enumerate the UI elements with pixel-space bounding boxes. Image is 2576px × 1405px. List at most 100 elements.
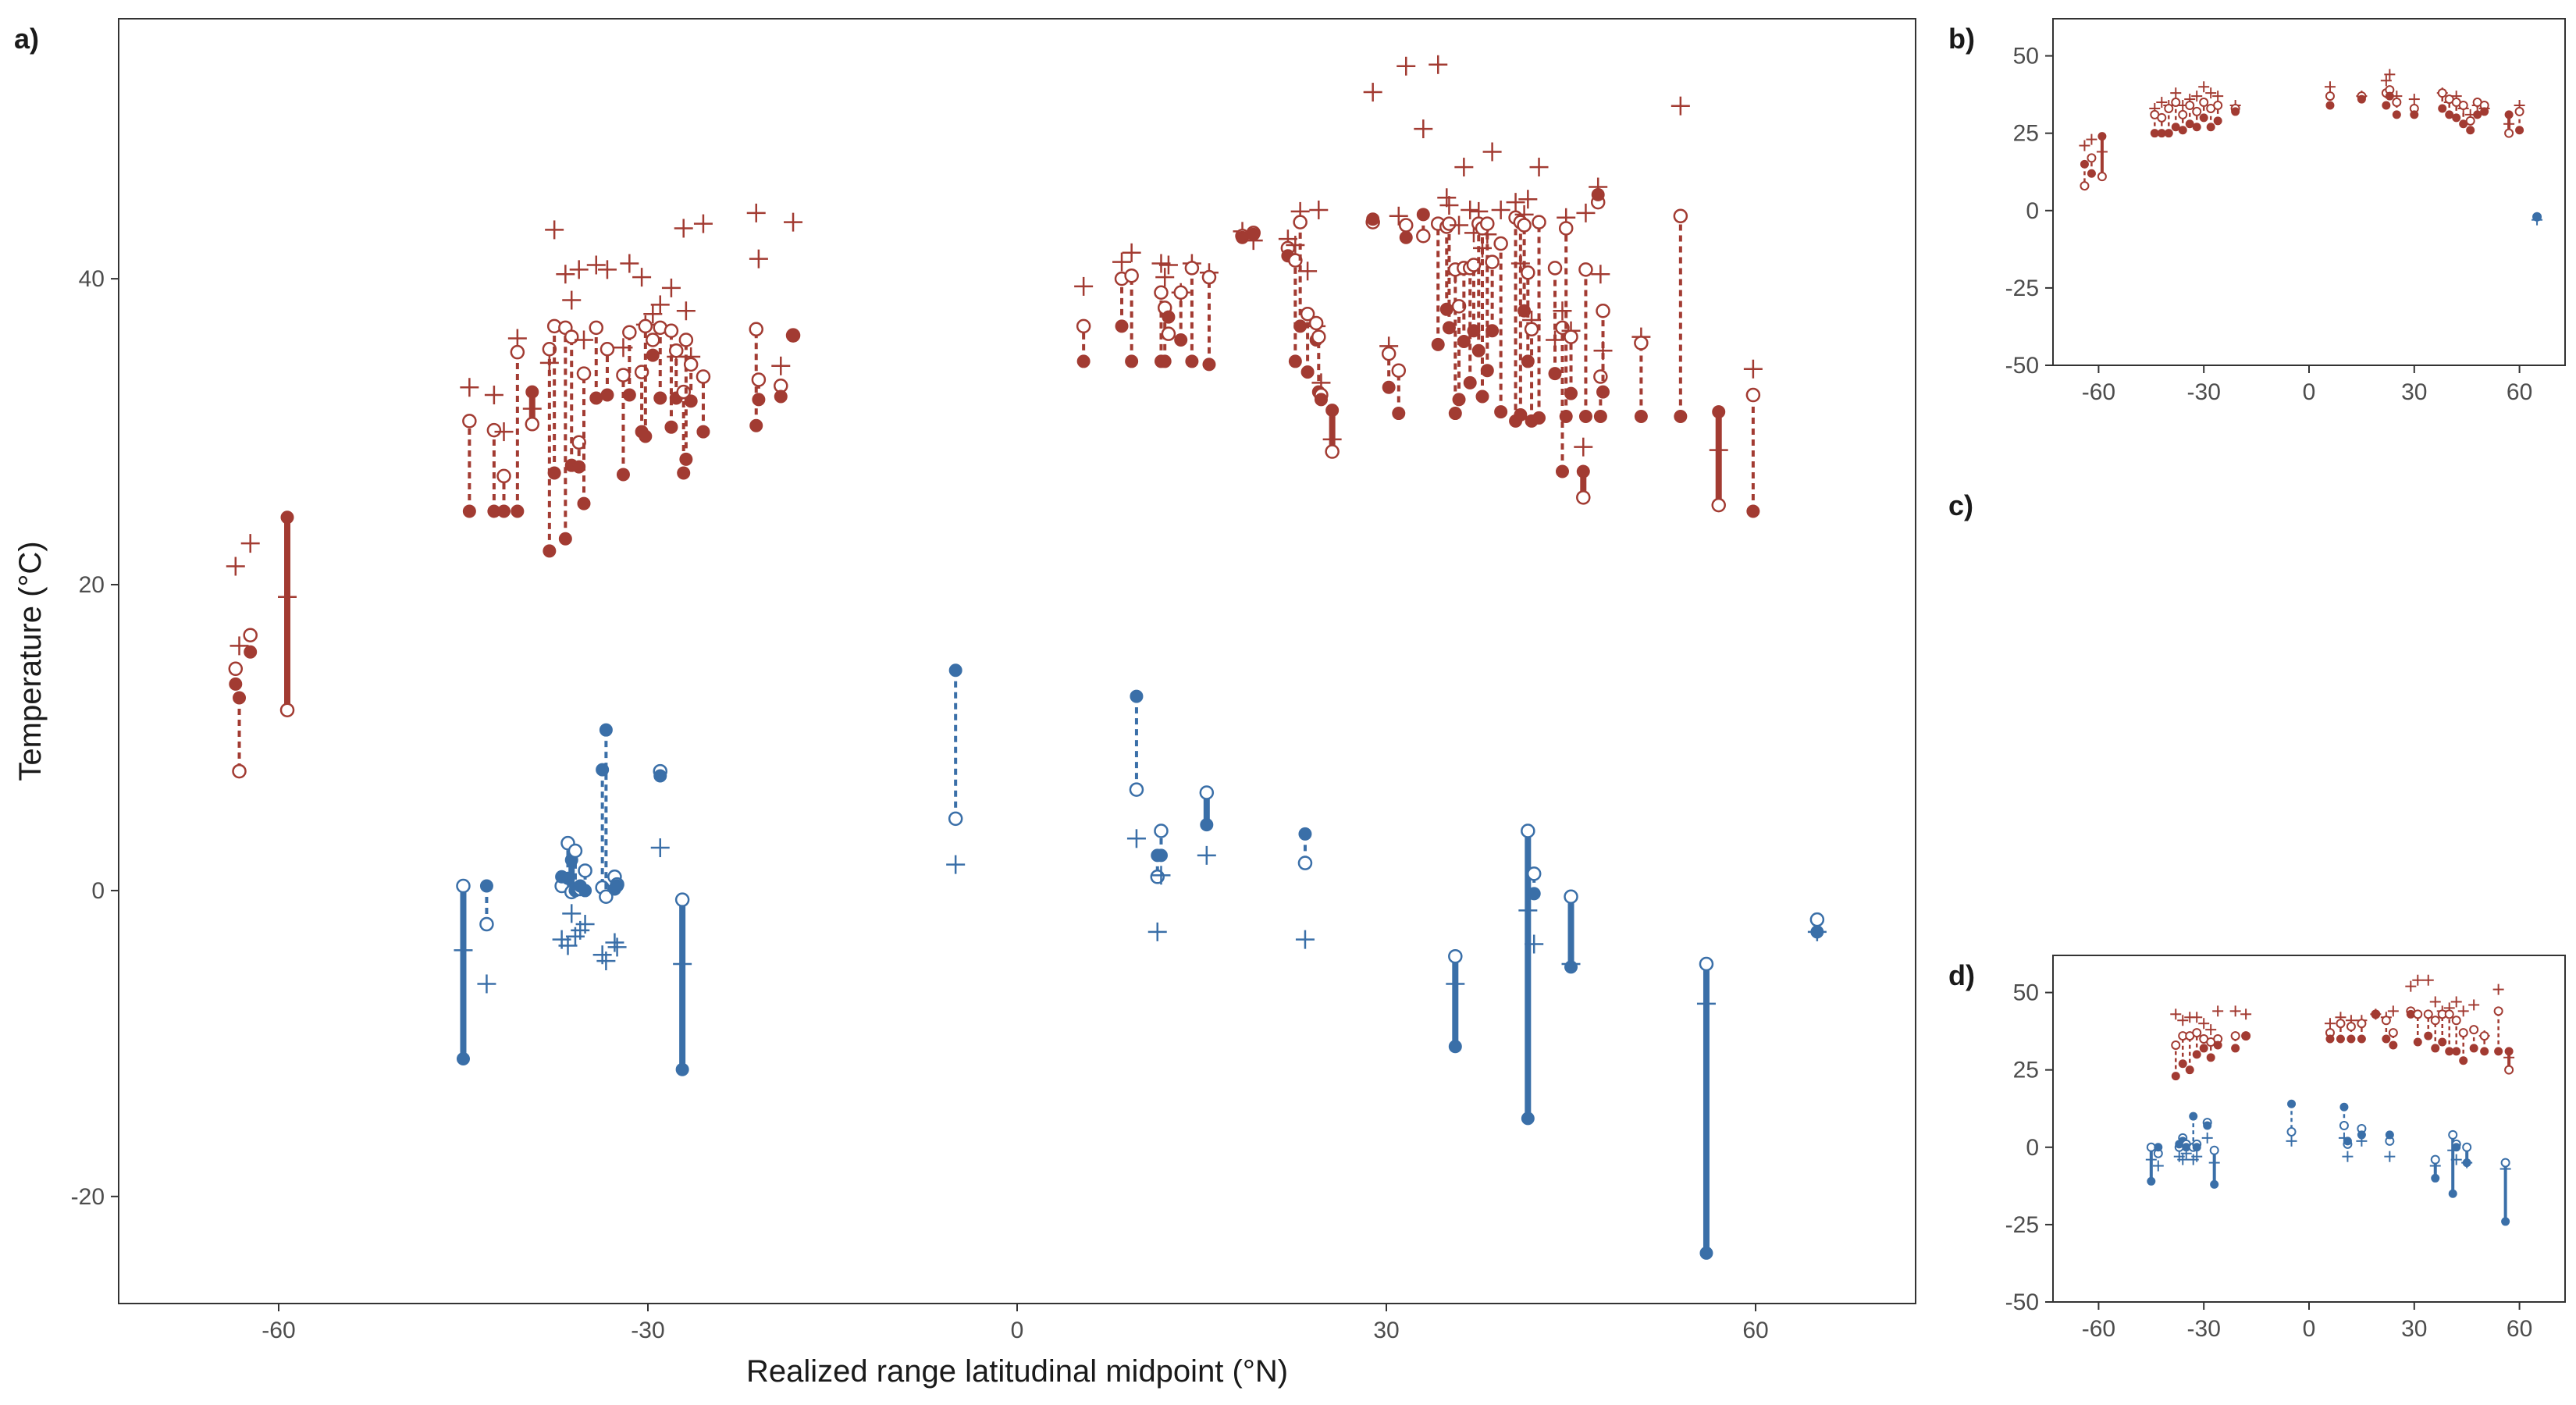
panel-d-frame (2052, 955, 2566, 1303)
warm-filled-point (2438, 104, 2447, 113)
warm-filled-point (2097, 132, 2107, 141)
warm-filled-point (2206, 123, 2215, 132)
panel-a-frame (118, 18, 1916, 1304)
warm-open-point (1381, 346, 1397, 361)
cold-open-point (1154, 823, 1169, 838)
cold-filled-point (599, 723, 613, 737)
warm-filled-point (558, 532, 572, 546)
warm-filled-point (2445, 110, 2454, 119)
warm-open-point (616, 368, 631, 382)
warm-filled-point (2241, 1031, 2250, 1040)
warm-filled-point (2192, 123, 2201, 132)
warm-open-point (589, 320, 604, 336)
warm-filled-point (2480, 107, 2489, 116)
warm-filled-point (1712, 405, 1726, 419)
warm-filled-point (1746, 504, 1760, 518)
cold-open-point (1129, 782, 1144, 797)
warm-open-point (486, 422, 502, 438)
cold-filled-point (948, 663, 962, 678)
panel-b-marks (2079, 69, 2543, 226)
warm-open-point (2465, 116, 2475, 126)
warm-filled-point (1593, 409, 1607, 423)
cold-filled-point (2357, 1130, 2366, 1140)
cold-filled-point (653, 769, 667, 783)
warm-filled-point (2213, 1040, 2222, 1050)
warm-open-point (1711, 497, 1726, 513)
cold-filled-point (578, 884, 592, 898)
warm-open-point (2493, 1006, 2503, 1016)
warm-open-point (1634, 336, 1649, 350)
warm-open-point (646, 333, 660, 347)
warm-filled-point (1467, 324, 1481, 338)
warm-open-point (1173, 285, 1188, 301)
cold-filled-point (2154, 1143, 2163, 1152)
cold-filled-point (1448, 1040, 1462, 1054)
warm-open-point (2080, 181, 2090, 191)
warm-open-point (2171, 1040, 2181, 1050)
warm-open-point (576, 366, 592, 381)
cold-filled-point (2385, 1130, 2394, 1140)
cold-filled-point (2339, 1102, 2349, 1112)
panel-d-marks (2145, 974, 2515, 1226)
warm-open-point (2185, 101, 2195, 110)
panel-a-label: a) (14, 23, 39, 55)
x-tick-label: -60 (2082, 379, 2115, 405)
warm-open-point (1300, 306, 1315, 322)
warm-open-point (279, 702, 295, 717)
warm-open-point (2423, 1009, 2433, 1019)
warm-open-point (2430, 1016, 2440, 1026)
cold-filled-point (2462, 1158, 2471, 1168)
warm-filled-point (1596, 385, 1610, 399)
warm-filled-point (1564, 386, 1578, 400)
warm-filled-point (2325, 1034, 2335, 1044)
warm-filled-point (600, 388, 614, 402)
warm-open-point (2504, 1065, 2514, 1075)
warm-filled-point (1431, 337, 1445, 351)
cold-open-point (1526, 866, 1542, 881)
cold-open-point (479, 916, 494, 932)
warm-filled-point (2473, 110, 2482, 119)
warm-filled-point (646, 348, 660, 362)
warm-filled-point (622, 388, 636, 402)
warm-open-point (2199, 98, 2209, 108)
x-tick-label: 60 (2507, 379, 2532, 405)
warm-open-point (1184, 261, 1200, 276)
warm-open-point (1124, 268, 1139, 283)
warm-filled-point (1174, 333, 1188, 347)
warm-filled-point (774, 389, 788, 404)
warm-filled-point (233, 691, 247, 705)
cold-filled-point (2501, 1217, 2510, 1226)
x-tick-label: 60 (2507, 1316, 2532, 1342)
warm-filled-point (639, 429, 653, 443)
panel-b: -60 -30 0 30 60 -50 -25 0 25 50 b) (1948, 18, 2566, 405)
warm-open-point (1521, 265, 1535, 280)
y-tick-label: -25 (2005, 1212, 2039, 1238)
warm-filled-point (543, 544, 557, 558)
warm-filled-point (2389, 1040, 2398, 1050)
warm-filled-point (2199, 1044, 2208, 1053)
warm-filled-point (1559, 409, 1573, 423)
warm-open-point (564, 329, 579, 344)
warm-filled-point (2504, 1047, 2514, 1056)
warm-open-point (1161, 326, 1176, 341)
cold-open-point (1699, 956, 1714, 972)
cold-open-point (1564, 889, 1578, 905)
warm-filled-point (1578, 409, 1592, 423)
warm-open-point (2325, 91, 2335, 101)
warm-open-point (1480, 216, 1495, 231)
cold-open-point (2286, 1126, 2297, 1136)
x-tick-label: 0 (2303, 379, 2316, 405)
x-tick-label: 30 (2401, 1316, 2427, 1342)
warm-filled-point (2438, 1037, 2447, 1047)
warm-filled-point (1314, 393, 1328, 407)
cold-open-point (674, 892, 690, 907)
y-tick-label: 0 (91, 878, 105, 904)
warm-filled-point (1442, 321, 1456, 335)
warm-open-point (510, 344, 525, 360)
cold-open-point (948, 811, 963, 827)
panel-c-label: c) (1948, 489, 1973, 521)
warm-open-point (2213, 101, 2223, 110)
warm-filled-point (1247, 227, 1261, 241)
warm-filled-point (2382, 1034, 2391, 1044)
warm-open-point (751, 372, 767, 387)
